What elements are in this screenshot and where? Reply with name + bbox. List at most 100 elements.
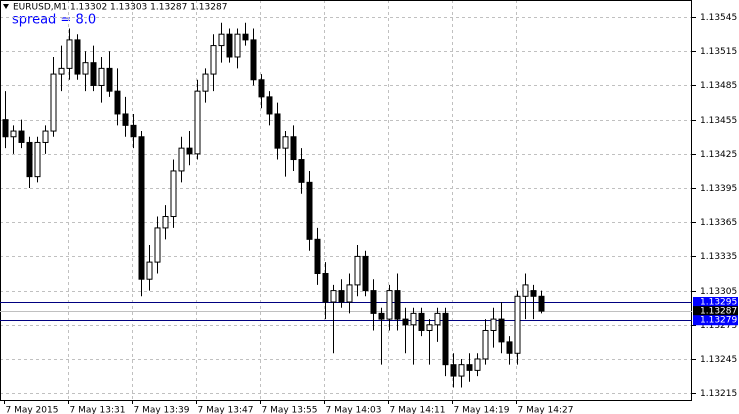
y-tick-label: 1.13335 — [700, 252, 737, 262]
candle-body — [122, 113, 129, 126]
candle-body — [114, 90, 121, 115]
candle-body — [426, 324, 433, 331]
candle-body — [26, 141, 33, 178]
candle-body — [362, 255, 369, 292]
y-tick-label: 1.13245 — [700, 355, 737, 365]
candle-body — [218, 33, 225, 47]
candle-body — [130, 124, 137, 138]
x-tick-label: 7 May 14:19 — [454, 406, 510, 414]
candle-body — [522, 284, 529, 297]
candle-body — [146, 261, 153, 280]
candle-body — [50, 73, 57, 132]
x-tick-label: 7 May 14:27 — [518, 406, 574, 414]
candle-body — [58, 67, 65, 75]
candle-body — [466, 364, 473, 371]
candle-body — [274, 113, 281, 149]
candle-body — [322, 273, 329, 303]
x-tick-label: 7 May 13:39 — [134, 406, 190, 414]
candle-body — [402, 318, 409, 326]
candle-body — [442, 312, 449, 366]
candle-body — [202, 73, 209, 92]
candle-body — [514, 295, 521, 354]
candle-body — [154, 227, 161, 263]
x-tick-label: 7 May 14:11 — [390, 406, 446, 414]
candle-body — [330, 290, 337, 303]
candle-body — [82, 62, 89, 75]
candle-body — [298, 159, 305, 183]
candle-body — [34, 141, 41, 178]
y-tick-label: 1.13545 — [700, 13, 737, 23]
candle-body — [250, 39, 257, 81]
candle-body — [506, 341, 513, 354]
x-tick-label: 7 May 13:55 — [262, 406, 318, 414]
candle-body — [10, 130, 17, 138]
candle-body — [234, 33, 241, 58]
candle-body — [290, 136, 297, 161]
y-tick-label: 1.13515 — [700, 47, 737, 57]
price-label-bg — [693, 315, 738, 326]
candle-body — [306, 181, 313, 240]
candle-body — [474, 358, 481, 371]
price-label: 1.13279 — [700, 316, 737, 326]
candle-body — [482, 329, 489, 360]
y-tick-label: 1.13395 — [700, 184, 737, 194]
candle-body — [434, 312, 441, 326]
candle-body — [386, 290, 393, 320]
candle-body — [98, 67, 105, 86]
candle-body — [106, 67, 113, 92]
x-tick-label: 7 May 13:47 — [198, 406, 254, 414]
price-label-bg — [693, 306, 738, 317]
candle-body — [346, 284, 353, 303]
candle-body — [210, 45, 217, 75]
candle-body — [314, 238, 321, 275]
candle-body — [538, 295, 545, 312]
candle-body — [282, 136, 289, 149]
candle-body — [186, 147, 193, 155]
y-tick-label: 1.13365 — [700, 218, 737, 228]
x-tick-label: 7 May 13:31 — [70, 406, 126, 414]
x-tick-label: 7 May 14:03 — [326, 406, 382, 414]
y-tick-label: 1.13275 — [700, 321, 737, 331]
candle-body — [266, 96, 273, 115]
candle-body — [410, 312, 417, 326]
candle-body — [138, 136, 145, 280]
y-tick-label: 1.13485 — [700, 81, 737, 91]
candle-body — [162, 216, 169, 229]
candle-body — [354, 255, 361, 286]
candle-body — [178, 147, 185, 172]
candle-body — [458, 364, 465, 377]
price-label-bg — [693, 296, 738, 307]
candle-body — [394, 290, 401, 320]
candle-body — [338, 290, 345, 303]
plot-frame — [0, 0, 692, 401]
collapse-icon[interactable] — [3, 4, 9, 9]
candle-body — [498, 318, 505, 343]
candle-body — [490, 318, 497, 331]
candle-body — [370, 290, 377, 314]
price-label: 1.13295 — [700, 297, 737, 307]
candle-body — [450, 364, 457, 377]
candle-body — [226, 33, 233, 58]
candle-body — [418, 312, 425, 331]
candle-body — [194, 90, 201, 155]
candle-body — [242, 33, 249, 41]
candle-body — [530, 290, 537, 297]
y-tick-label: 1.13425 — [700, 150, 737, 160]
candle-body — [378, 312, 385, 320]
candle-body — [258, 79, 265, 98]
price-label: 1.13287 — [700, 307, 737, 317]
y-tick-label: 1.13215 — [700, 389, 737, 399]
candle-body — [42, 130, 49, 143]
candle-body — [18, 130, 25, 143]
x-tick-label: 7 May 2015 — [6, 406, 59, 414]
spread-label: spread = 8.0 — [12, 13, 96, 28]
y-tick-label: 1.13305 — [700, 287, 737, 297]
candle-body — [66, 39, 73, 69]
candle-body — [90, 62, 97, 86]
chart-header: EURUSD,M1 1.13302 1.13303 1.13287 1.1328… — [13, 3, 227, 13]
y-tick-label: 1.13455 — [700, 116, 737, 126]
candle-body — [2, 119, 9, 138]
candle-body — [74, 39, 81, 75]
